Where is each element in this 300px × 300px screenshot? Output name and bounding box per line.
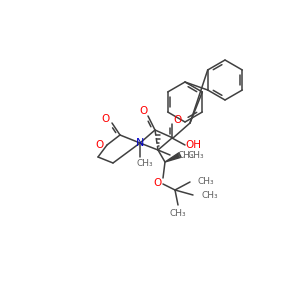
Text: O: O [96,140,104,150]
Text: CH₃: CH₃ [137,160,153,169]
Text: OH: OH [185,140,201,150]
Text: CH₃: CH₃ [188,151,205,160]
Text: O: O [154,178,162,188]
Text: CH₃: CH₃ [201,190,217,200]
Text: CH₃: CH₃ [170,208,186,217]
Text: N: N [136,138,144,148]
Text: CH₃: CH₃ [178,151,195,160]
Polygon shape [165,153,181,162]
Text: O: O [102,114,110,124]
Text: O: O [173,115,181,125]
Text: CH₃: CH₃ [198,178,214,187]
Text: O: O [139,106,147,116]
